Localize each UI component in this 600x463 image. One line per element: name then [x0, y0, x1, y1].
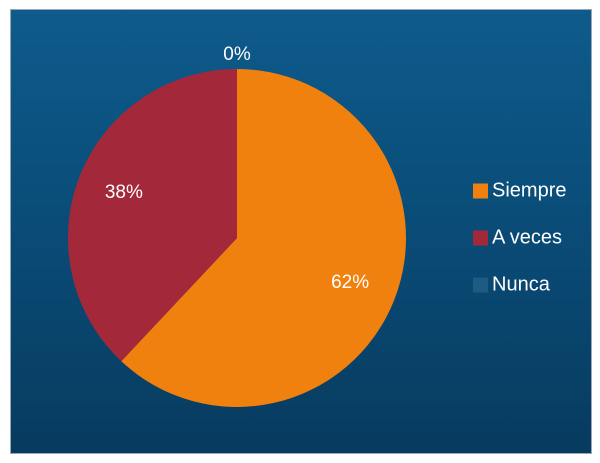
data-label-a-veces: 38% [105, 182, 143, 203]
legend-label-a-veces: A veces [492, 226, 562, 248]
chart-area: 62% 38% 0% Siempre A veces Nunca [10, 9, 592, 454]
pie-slice-siempre [121, 69, 407, 407]
data-label-siempre: 62% [331, 272, 369, 293]
legend: Siempre A veces Nunca [473, 179, 566, 295]
legend-swatch-nunca [473, 277, 488, 293]
data-labels: 62% 38% 0% [105, 44, 369, 293]
data-label-nunca: 0% [223, 44, 251, 65]
legend-swatch-siempre [473, 183, 488, 199]
legend-swatch-a-veces [473, 230, 488, 246]
pie-slice-a-veces [67, 69, 237, 362]
pie-slices [67, 69, 407, 407]
legend-label-nunca: Nunca [492, 273, 551, 295]
legend-label-siempre: Siempre [492, 179, 566, 201]
pie-chart: 62% 38% 0% Siempre A veces Nunca [67, 44, 566, 407]
